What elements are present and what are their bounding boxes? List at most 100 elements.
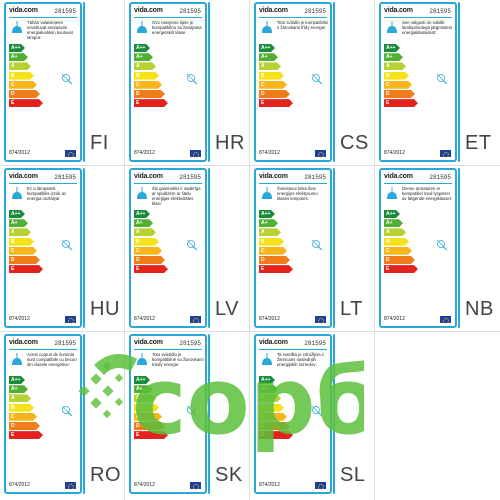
energy-label-cell-hr: vida.com 281595 Ovo rasvjetno tijelo je ko… bbox=[125, 0, 249, 164]
regulation-number: 874/2012 bbox=[259, 316, 280, 322]
energy-class-scale: A++ A+ A B C D E bbox=[259, 210, 299, 274]
excluded-bulb-icon bbox=[61, 239, 73, 251]
language-code: SK bbox=[215, 464, 243, 486]
label-edge-line bbox=[208, 168, 210, 328]
eu-flag-icon bbox=[315, 316, 326, 324]
energy-class-bar-1: A+ bbox=[259, 53, 278, 61]
brand-name: vida bbox=[259, 339, 273, 346]
compatibility-text: Ta svetilka je združljiva z žarnicami na… bbox=[277, 352, 325, 368]
brand-name: vida bbox=[134, 339, 148, 346]
energy-class-bar-4: C bbox=[134, 413, 162, 421]
energy-class-bar-1: A+ bbox=[259, 219, 278, 227]
energy-class-bar-5: D bbox=[134, 422, 165, 430]
eu-flag-icon bbox=[440, 316, 451, 324]
brand-suffix: .com bbox=[397, 7, 413, 14]
brand-name: vida bbox=[259, 7, 273, 14]
energy-class-bar-0: A++ bbox=[384, 210, 400, 218]
energy-class-bar-6: E bbox=[384, 265, 418, 273]
energy-class-bar-5: D bbox=[9, 422, 40, 430]
energy-class-bar-2: A bbox=[134, 62, 156, 70]
energy-class-scale: A++ A+ A B C D E bbox=[134, 210, 174, 274]
header-divider bbox=[384, 183, 452, 184]
pendant-lamp-icon bbox=[387, 187, 397, 199]
energy-label-card: vida.com 281595 Ez a lámpatest kompatibili… bbox=[4, 168, 82, 328]
regulation-number: 874/2012 bbox=[259, 482, 280, 488]
product-code: 281595 bbox=[179, 8, 201, 15]
row-divider bbox=[0, 331, 500, 332]
energy-class-bar-0: A++ bbox=[259, 210, 275, 218]
energy-label-cell-nb: vida.com 281595 Denne armaturen er kompati… bbox=[375, 166, 499, 330]
energy-class-bar-1: A+ bbox=[9, 219, 28, 227]
energy-label-cell-lt: vida.com 281595 Šviestuvui tinka šios ener… bbox=[250, 166, 374, 330]
brand-logo: vida.com bbox=[259, 339, 288, 346]
pendant-lamp-icon bbox=[387, 21, 397, 33]
energy-class-bar-0: A++ bbox=[9, 210, 25, 218]
energy-class-bar-2: A bbox=[134, 228, 156, 236]
brand-suffix: .com bbox=[147, 173, 163, 180]
energy-class-bar-1: A+ bbox=[134, 385, 153, 393]
energy-class-bar-3: B bbox=[9, 404, 34, 412]
energy-class-bar-4: C bbox=[9, 413, 37, 421]
compatibility-text: Toto svítidlo je kompatibilní s žárovkam… bbox=[277, 20, 329, 31]
row-divider bbox=[0, 165, 500, 166]
energy-class-bar-5: D bbox=[9, 90, 40, 98]
compatibility-text: Šis gaismeklis ir saderīgs ar spuldzēm a… bbox=[152, 186, 201, 207]
brand-suffix: .com bbox=[272, 339, 288, 346]
energy-class-bar-2: A bbox=[259, 62, 281, 70]
header-divider bbox=[259, 349, 327, 350]
pendant-lamp-icon bbox=[12, 353, 22, 365]
energy-class-scale: A++ A+ A B C D E bbox=[134, 376, 174, 440]
energy-class-bar-2: A bbox=[9, 62, 31, 70]
label-edge-line bbox=[208, 2, 210, 162]
energy-class-bar-6: E bbox=[259, 265, 293, 273]
energy-class-bar-3: B bbox=[134, 404, 159, 412]
pendant-lamp-icon bbox=[137, 353, 147, 365]
brand-name: vida bbox=[9, 7, 23, 14]
brand-suffix: .com bbox=[147, 339, 163, 346]
energy-class-bar-0: A++ bbox=[134, 44, 150, 52]
product-code: 281595 bbox=[304, 8, 326, 15]
product-code: 281595 bbox=[429, 174, 451, 181]
energy-class-bar-1: A+ bbox=[259, 385, 278, 393]
excluded-bulb-icon bbox=[61, 405, 73, 417]
energy-label-card: vida.com 281595 Ovo rasvjetno tijelo je ko… bbox=[129, 2, 207, 162]
language-code: SL bbox=[340, 464, 366, 486]
brand-logo: vida.com bbox=[259, 7, 288, 14]
language-code: FI bbox=[90, 132, 109, 154]
energy-class-bar-3: B bbox=[259, 72, 284, 80]
brand-name: vida bbox=[9, 173, 23, 180]
energy-class-bar-4: C bbox=[259, 81, 287, 89]
brand-logo: vida.com bbox=[384, 173, 413, 180]
header-divider bbox=[134, 349, 202, 350]
energy-class-bar-6: E bbox=[134, 431, 168, 439]
label-edge-line bbox=[83, 2, 85, 162]
energy-class-bar-5: D bbox=[384, 90, 415, 98]
brand-suffix: .com bbox=[147, 7, 163, 14]
excluded-bulb-icon bbox=[186, 405, 198, 417]
language-code: HR bbox=[215, 132, 245, 154]
header-divider bbox=[9, 183, 77, 184]
eu-flag-icon bbox=[315, 150, 326, 158]
language-code: CS bbox=[340, 132, 369, 154]
regulation-number: 874/2012 bbox=[384, 150, 405, 156]
energy-class-bar-5: D bbox=[259, 422, 290, 430]
pendant-lamp-icon bbox=[137, 21, 147, 33]
energy-label-cell-sk: vida.com 281595 Toto svietidlo je kompatib… bbox=[125, 332, 249, 496]
label-edge-line bbox=[83, 168, 85, 328]
compatibility-text: Toto svietidlo je kompatibilné so žiarov… bbox=[152, 352, 204, 368]
compatibility-text: Šviestuvui tinka šios energijos efektyvu… bbox=[277, 186, 318, 202]
language-code: LV bbox=[215, 298, 239, 320]
language-code: ET bbox=[465, 132, 492, 154]
eu-flag-icon bbox=[190, 316, 201, 324]
energy-class-scale: A++ A+ A B C D E bbox=[384, 210, 424, 274]
brand-name: vida bbox=[384, 7, 398, 14]
energy-label-cell-hu: vida.com 281595 Ez a lámpatest kompatibili… bbox=[0, 166, 124, 330]
energy-class-bar-3: B bbox=[259, 404, 284, 412]
energy-label-cell-fi: vida.com 281595 Tähän valaisimeen soveltuv… bbox=[0, 0, 124, 164]
energy-label-card: vida.com 281595 Šviestuvui tinka šios ener… bbox=[254, 168, 332, 328]
product-code: 281595 bbox=[54, 174, 76, 181]
energy-label-card: vida.com 281595 Toto svietidlo je kompatib… bbox=[129, 334, 207, 494]
energy-label-card: vida.com 281595 Denne armaturen er kompati… bbox=[379, 168, 457, 328]
energy-class-bar-3: B bbox=[259, 238, 284, 246]
energy-class-scale: A++ A+ A B C D E bbox=[259, 44, 299, 108]
